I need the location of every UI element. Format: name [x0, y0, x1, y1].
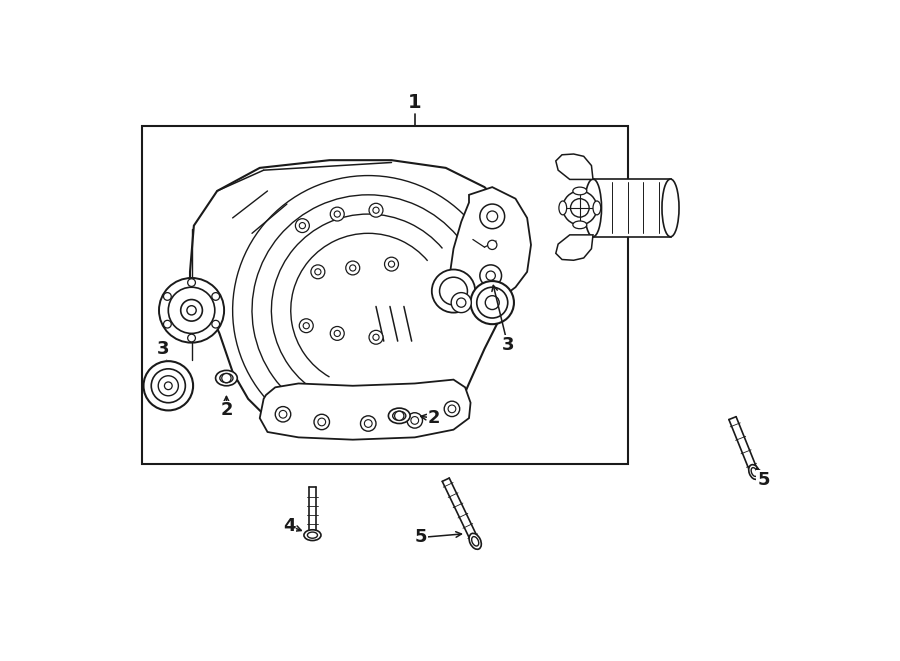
Circle shape: [158, 375, 178, 396]
Ellipse shape: [584, 179, 601, 237]
Circle shape: [349, 265, 356, 271]
Circle shape: [315, 269, 321, 275]
Ellipse shape: [573, 187, 587, 195]
Circle shape: [151, 369, 185, 403]
Circle shape: [212, 321, 220, 328]
Circle shape: [310, 265, 325, 279]
Ellipse shape: [469, 533, 482, 549]
Circle shape: [330, 327, 344, 340]
Text: 5: 5: [415, 529, 428, 547]
Circle shape: [407, 412, 422, 428]
Ellipse shape: [308, 532, 318, 538]
Circle shape: [369, 330, 383, 344]
Circle shape: [318, 418, 326, 426]
Circle shape: [411, 416, 418, 424]
Ellipse shape: [392, 411, 406, 420]
Circle shape: [571, 199, 590, 217]
Circle shape: [164, 293, 171, 300]
Ellipse shape: [220, 373, 233, 383]
Circle shape: [477, 288, 508, 318]
Circle shape: [480, 204, 505, 229]
Circle shape: [394, 411, 404, 420]
Text: 1: 1: [408, 93, 421, 112]
Circle shape: [168, 288, 215, 333]
Circle shape: [334, 330, 340, 336]
Ellipse shape: [472, 537, 479, 546]
Circle shape: [330, 207, 344, 221]
Circle shape: [373, 207, 379, 214]
Circle shape: [187, 305, 196, 315]
Circle shape: [364, 420, 372, 428]
Circle shape: [451, 293, 472, 313]
Ellipse shape: [752, 467, 757, 477]
Circle shape: [143, 361, 194, 410]
Text: 3: 3: [157, 340, 169, 358]
Circle shape: [275, 407, 291, 422]
Circle shape: [346, 261, 360, 275]
Circle shape: [279, 410, 287, 418]
Ellipse shape: [749, 465, 760, 479]
Ellipse shape: [216, 370, 238, 386]
Circle shape: [389, 261, 394, 267]
Polygon shape: [260, 379, 471, 440]
Polygon shape: [556, 235, 593, 260]
Circle shape: [562, 191, 597, 225]
Circle shape: [480, 265, 501, 286]
Circle shape: [485, 295, 500, 309]
Circle shape: [373, 334, 379, 340]
Text: 4: 4: [283, 517, 295, 535]
Polygon shape: [450, 187, 531, 307]
Ellipse shape: [389, 408, 410, 424]
Circle shape: [369, 204, 383, 217]
Circle shape: [432, 270, 475, 313]
Text: 2: 2: [220, 401, 233, 420]
Text: 2: 2: [428, 409, 440, 427]
Circle shape: [314, 414, 329, 430]
Circle shape: [334, 211, 340, 217]
Circle shape: [212, 293, 220, 300]
Circle shape: [439, 277, 467, 305]
Ellipse shape: [559, 201, 567, 215]
Circle shape: [361, 416, 376, 431]
Circle shape: [159, 278, 224, 342]
Ellipse shape: [593, 201, 601, 215]
Circle shape: [221, 373, 231, 383]
Circle shape: [300, 319, 313, 332]
Circle shape: [188, 279, 195, 286]
Ellipse shape: [304, 529, 321, 541]
Text: 3: 3: [501, 336, 514, 354]
Ellipse shape: [662, 179, 679, 237]
Ellipse shape: [573, 221, 587, 229]
Circle shape: [181, 299, 202, 321]
Circle shape: [295, 219, 310, 233]
Polygon shape: [190, 160, 516, 432]
Bar: [142, 126, 628, 464]
Circle shape: [300, 223, 305, 229]
Bar: [593, 179, 670, 237]
Circle shape: [448, 405, 455, 412]
Polygon shape: [556, 154, 593, 179]
Circle shape: [164, 321, 171, 328]
Circle shape: [445, 401, 460, 416]
Circle shape: [456, 298, 466, 307]
Circle shape: [303, 323, 310, 329]
Circle shape: [188, 334, 195, 342]
Text: 5: 5: [757, 471, 770, 488]
Circle shape: [486, 271, 495, 280]
Circle shape: [487, 211, 498, 222]
Circle shape: [384, 257, 399, 271]
Circle shape: [471, 281, 514, 324]
Circle shape: [488, 240, 497, 249]
Circle shape: [165, 382, 172, 389]
